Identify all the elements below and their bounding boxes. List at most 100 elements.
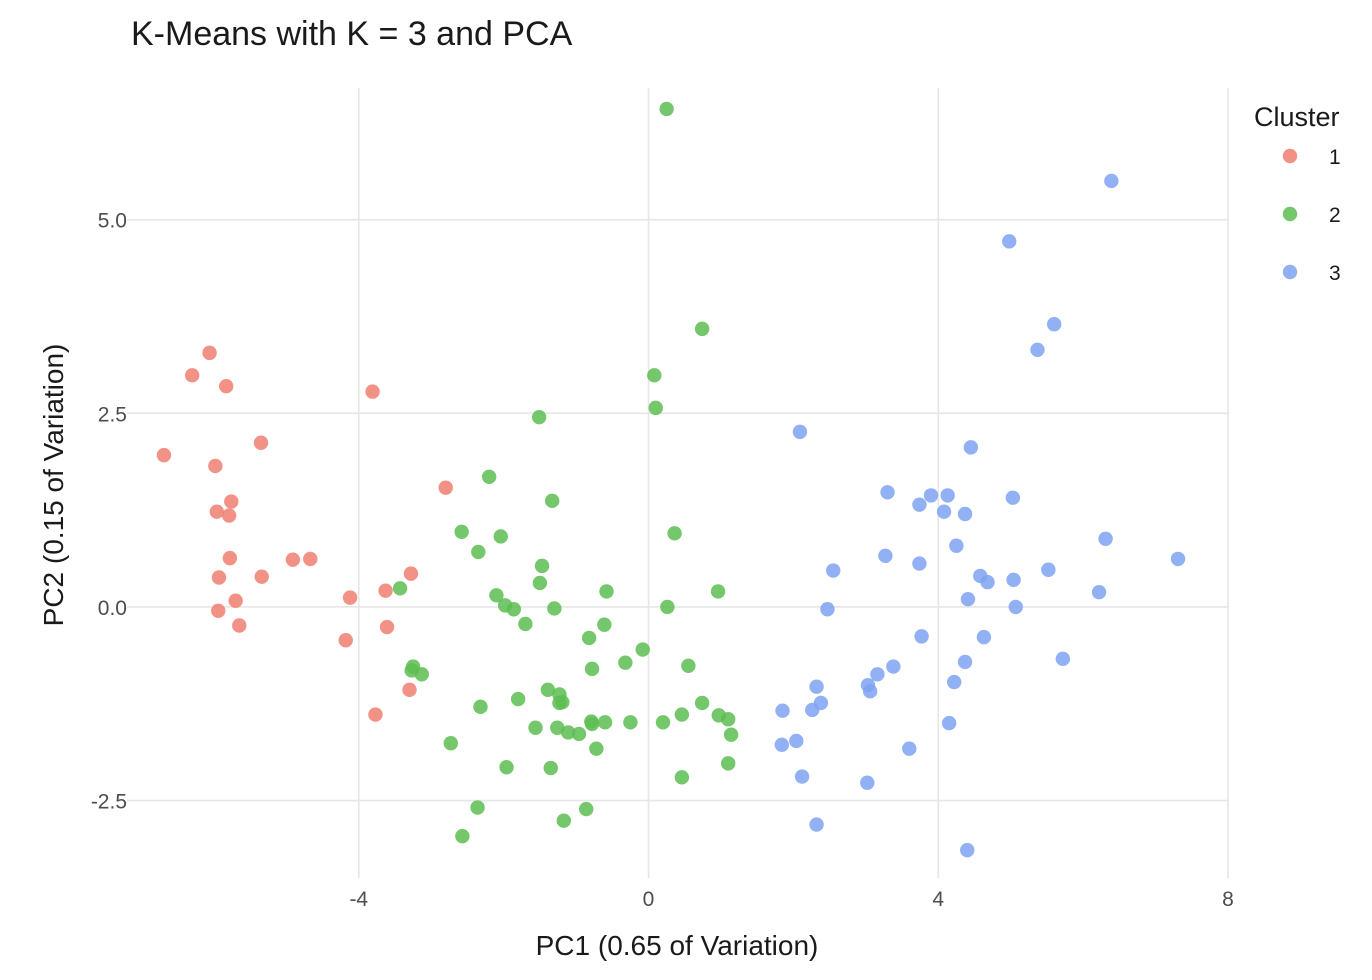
x-tick-label: 4: [932, 888, 944, 911]
data-point-cluster-2: [510, 691, 526, 707]
data-point-cluster-3: [902, 741, 917, 756]
data-point-cluster-2: [534, 558, 550, 574]
data-point-cluster-3: [957, 654, 973, 670]
data-point-cluster-2: [528, 720, 543, 735]
plot-points: [156, 101, 1186, 858]
plot-grid: [127, 88, 1229, 878]
data-point-cluster-1: [232, 618, 247, 633]
data-point-cluster-3: [1170, 551, 1186, 567]
data-point-cluster-3: [775, 703, 790, 718]
data-point-cluster-3: [914, 629, 929, 644]
data-point-cluster-2: [544, 493, 560, 509]
data-point-cluster-2: [560, 725, 576, 740]
y-tick-label: -2.5: [91, 791, 127, 814]
data-point-cluster-1: [184, 368, 200, 383]
data-point-cluster-2: [581, 630, 597, 646]
data-point-cluster-2: [518, 616, 533, 632]
y-tick-label: 2.5: [98, 403, 127, 426]
data-point-cluster-2: [473, 699, 488, 715]
data-point-cluster-1: [221, 508, 237, 523]
data-point-cluster-3: [805, 702, 820, 718]
data-point-cluster-1: [224, 494, 239, 509]
data-point-cluster-1: [379, 619, 395, 635]
data-point-cluster-3: [912, 556, 927, 571]
data-point-cluster-3: [878, 548, 893, 564]
data-point-cluster-2: [597, 617, 612, 632]
data-point-cluster-3: [1098, 531, 1113, 546]
data-point-cluster-3: [1006, 572, 1021, 588]
data-point-cluster-2: [674, 770, 690, 785]
chart-title: K-Means with K = 3 and PCA: [131, 15, 573, 53]
data-point-cluster-1: [403, 566, 419, 581]
legend-key-2: [1282, 206, 1298, 222]
data-point-cluster-3: [792, 424, 808, 440]
data-point-cluster-2: [414, 667, 430, 682]
data-point-cluster-3: [936, 504, 952, 519]
data-point-cluster-1: [222, 550, 238, 566]
data-point-cluster-3: [1104, 173, 1119, 189]
data-point-cluster-2: [721, 712, 736, 727]
data-point-cluster-1: [209, 504, 225, 519]
data-point-cluster-2: [455, 828, 470, 844]
data-point-cluster-3: [886, 659, 901, 674]
data-point-cluster-2: [481, 469, 497, 485]
legend-label-2: 2: [1329, 204, 1341, 227]
legend: Cluster 1 2 3: [1254, 102, 1341, 285]
data-point-cluster-1: [378, 583, 393, 598]
data-point-cluster-1: [438, 480, 453, 495]
data-point-cluster-3: [820, 602, 835, 617]
data-point-cluster-2: [531, 409, 547, 425]
data-point-cluster-2: [471, 544, 486, 560]
data-point-cluster-3: [912, 497, 927, 512]
data-point-cluster-2: [694, 321, 710, 337]
data-point-cluster-2: [540, 682, 556, 697]
data-point-cluster-2: [710, 584, 726, 599]
data-point-cluster-2: [655, 715, 671, 730]
y-tick-label: 0.0: [98, 597, 127, 620]
data-point-cluster-1: [208, 458, 223, 474]
data-point-cluster-1: [368, 707, 383, 722]
data-point-cluster-1: [342, 590, 358, 605]
data-point-cluster-1: [211, 570, 227, 585]
y-axis-title: PC2 (0.15 of Variation): [38, 344, 69, 627]
data-point-cluster-1: [253, 435, 269, 450]
data-point-cluster-3: [957, 506, 973, 522]
data-point-cluster-2: [623, 715, 638, 730]
data-point-cluster-3: [1005, 490, 1021, 505]
data-point-cluster-2: [667, 526, 682, 541]
data-point-cluster-1: [228, 593, 243, 608]
data-point-cluster-2: [635, 642, 650, 657]
data-point-cluster-1: [285, 552, 301, 567]
data-point-cluster-2: [443, 736, 458, 751]
data-point-cluster-1: [211, 603, 226, 618]
data-point-cluster-1: [219, 378, 234, 394]
data-point-cluster-1: [202, 345, 217, 361]
data-point-cluster-3: [960, 591, 976, 607]
data-point-cluster-2: [681, 658, 696, 673]
data-point-cluster-2: [694, 695, 710, 711]
data-point-cluster-3: [870, 667, 885, 682]
data-point-cluster-3: [923, 488, 939, 503]
legend-label-1: 1: [1329, 146, 1341, 169]
data-point-cluster-3: [976, 629, 992, 645]
data-point-cluster-3: [880, 485, 895, 500]
data-point-cluster-3: [949, 538, 964, 553]
legend-label-3: 3: [1329, 262, 1341, 285]
data-point-cluster-2: [454, 524, 469, 539]
data-point-cluster-3: [980, 574, 995, 590]
data-point-cluster-2: [648, 400, 663, 416]
data-point-cluster-1: [402, 682, 417, 697]
data-point-cluster-2: [489, 588, 504, 603]
data-point-cluster-2: [647, 368, 662, 383]
data-point-cluster-3: [1041, 562, 1056, 577]
data-point-cluster-1: [338, 633, 353, 648]
data-point-cluster-3: [1091, 585, 1107, 600]
data-point-cluster-3: [809, 817, 824, 832]
x-axis-ticks: -4 0 4 8: [349, 888, 1233, 911]
data-point-cluster-2: [723, 727, 739, 742]
data-point-cluster-2: [499, 760, 514, 775]
data-point-cluster-1: [365, 384, 380, 399]
data-point-cluster-3: [1055, 651, 1071, 667]
data-point-cluster-3: [1002, 234, 1017, 249]
data-point-cluster-1: [254, 569, 269, 584]
